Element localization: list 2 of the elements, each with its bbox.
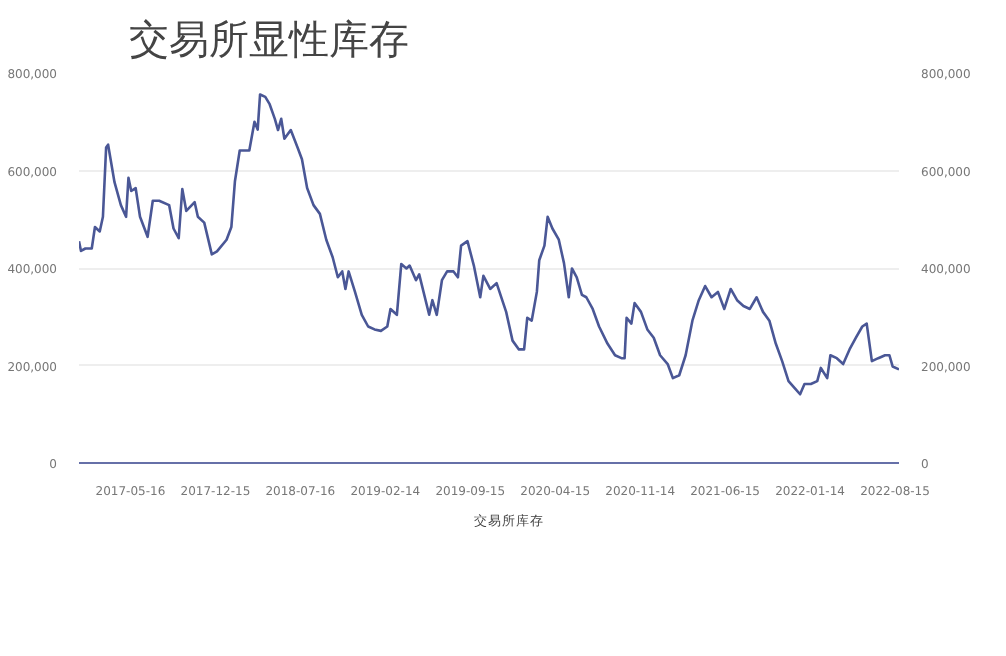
- chart-title: 交易所显性库存: [129, 15, 409, 63]
- line-series: [79, 93, 899, 396]
